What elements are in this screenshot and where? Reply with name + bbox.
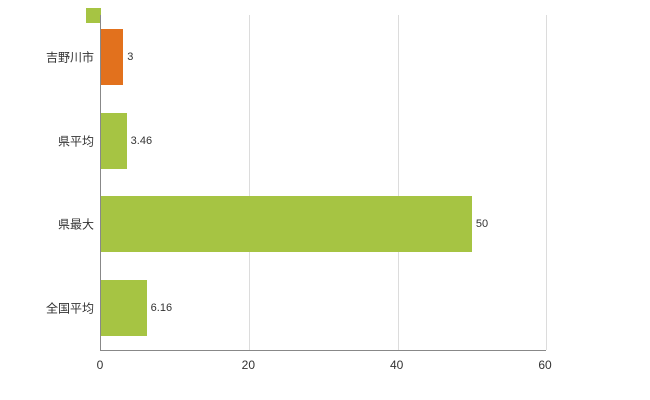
- bar-row: 3.46: [101, 112, 546, 169]
- bar-row: 3: [101, 28, 546, 85]
- x-axis-tick-label: 0: [96, 358, 104, 372]
- x-axis-tick-label: 40: [389, 358, 404, 372]
- y-axis-label: 県最大: [57, 217, 94, 232]
- y-axis-label: 全国平均: [45, 301, 94, 316]
- x-axis-tick-label: 60: [538, 358, 552, 372]
- bar-value-label: 6.16: [150, 302, 173, 315]
- bar-row: 50: [101, 196, 546, 253]
- x-axis-tick-label: 20: [241, 358, 256, 372]
- bar-value-label: 3: [127, 50, 134, 63]
- bar-全国平均: [101, 280, 147, 337]
- bar-row: 6.16: [101, 280, 546, 337]
- bar-県平均: [101, 112, 127, 169]
- bar-value-label: 50: [475, 218, 489, 231]
- gridline: [249, 15, 251, 350]
- gridline: [397, 15, 399, 350]
- legend-swatch: [86, 8, 101, 23]
- bar-県最大: [101, 196, 472, 253]
- gridline: [546, 15, 547, 350]
- y-axis-label: 県平均: [57, 134, 94, 149]
- bar-value-label: 3.46: [130, 134, 153, 147]
- y-axis-label: 吉野川市: [45, 50, 94, 65]
- plot-area: 3 3.46 50 6.16: [100, 15, 547, 351]
- bar-吉野川市: [101, 28, 124, 85]
